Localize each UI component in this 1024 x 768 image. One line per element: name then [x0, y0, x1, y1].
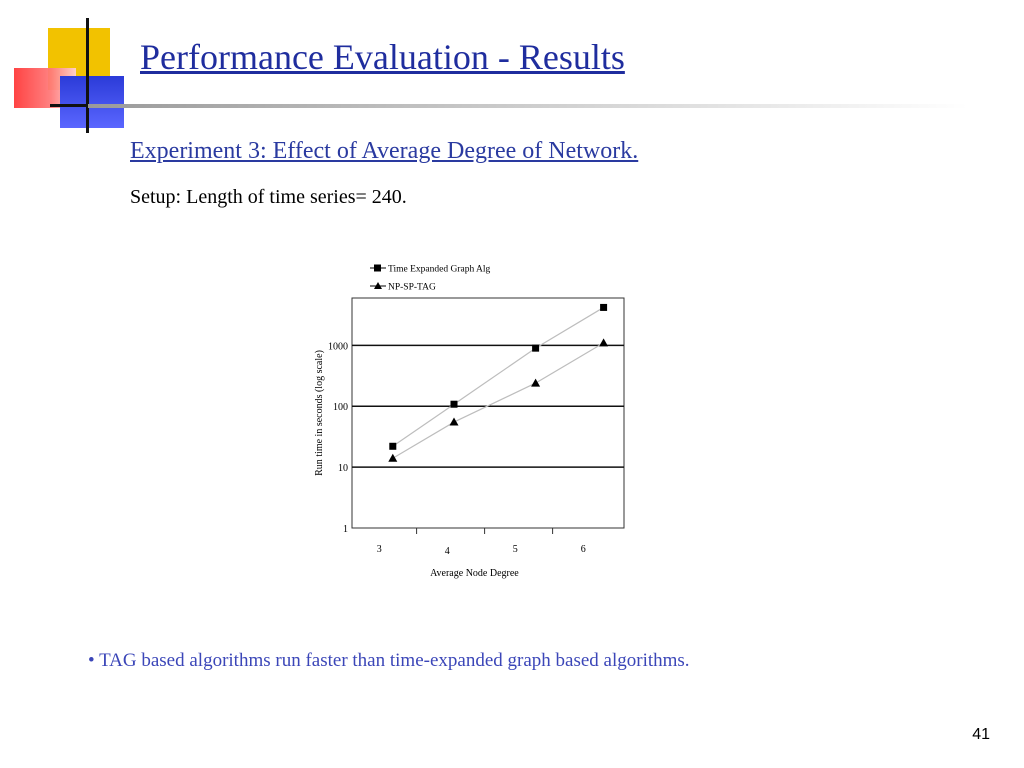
- runtime-chart: 1 10 100 1000 3 4 5 6 Average Node Degree Run tim…: [314, 264, 625, 579]
- triangle-point: [531, 378, 541, 387]
- plot-frame: [351, 297, 625, 529]
- bullet-mark: •: [88, 650, 95, 671]
- legend-label: Time Expanded Graph Alg: [388, 265, 491, 275]
- decor-vertical-line: [86, 18, 89, 133]
- conclusion-bullet: • TAG based algorithms run faster than t…: [88, 650, 690, 672]
- decor-blue-square: [60, 76, 124, 128]
- y-tick-label: 100: [333, 402, 348, 413]
- page-number: 41: [972, 726, 990, 743]
- series-line: [392, 342, 604, 459]
- triangle-point: [449, 417, 459, 426]
- x-tick-label: 4: [445, 546, 450, 557]
- square-point: [389, 442, 397, 450]
- square-point: [600, 303, 608, 311]
- square-point: [450, 400, 458, 408]
- y-tick-label: 10: [338, 463, 348, 474]
- triangle-point: [388, 453, 398, 462]
- y-axis-label: Run time in seconds (log scale): [314, 350, 325, 476]
- legend-label: NP-SP-TAG: [388, 283, 436, 293]
- conclusion-text: TAG based algorithms run faster than tim…: [99, 650, 690, 671]
- decor-horizontal-line: [50, 104, 100, 107]
- x-tick-label: 3: [377, 544, 382, 555]
- y-tick-label: 1: [343, 524, 348, 535]
- square-point: [532, 344, 540, 352]
- title-underline-rule: [88, 104, 968, 108]
- setup-text: Setup: Length of time series= 240.: [130, 186, 407, 208]
- legend-square-marker: [374, 264, 381, 272]
- x-axis-label: Average Node Degree: [430, 568, 519, 579]
- triangle-point: [599, 338, 609, 347]
- y-tick-label: 1000: [328, 341, 348, 352]
- x-tick-label: 6: [581, 544, 586, 555]
- x-tick-label: 5: [513, 544, 518, 555]
- experiment-heading: Experiment 3: Effect of Average Degree o…: [130, 138, 639, 164]
- series-line: [392, 306, 604, 447]
- slide-title: Performance Evaluation - Results: [140, 37, 625, 77]
- legend-triangle-marker: [374, 282, 382, 289]
